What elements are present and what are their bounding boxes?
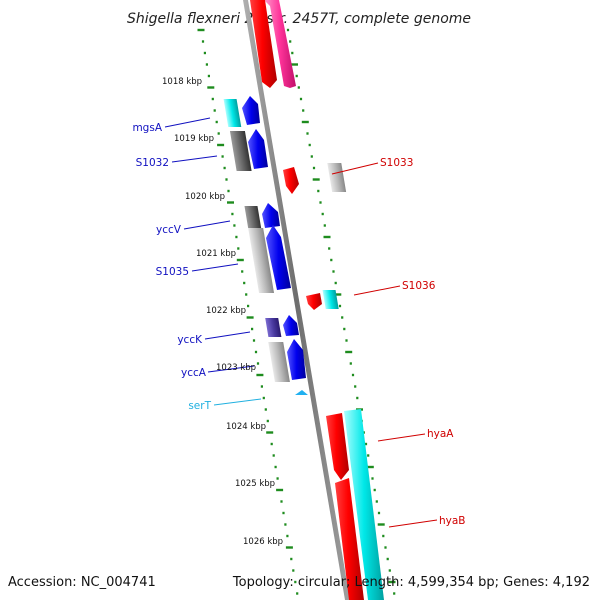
kbp-label: 1022 kbp	[206, 306, 246, 316]
kbp-label: 1023 kbp	[216, 363, 256, 373]
gene-label-sert: serT	[188, 400, 211, 412]
gene-arrow-blue-6	[287, 339, 306, 380]
gene-label-hyaa: hyaA	[427, 428, 454, 440]
gene-box-s1032-dgrey	[229, 131, 252, 171]
gene-box-ycck-navy	[265, 318, 282, 337]
gene-arrow-hyab	[335, 478, 364, 600]
minus-strand-features	[223, 96, 308, 395]
gene-arrow-blue-3	[262, 203, 280, 228]
gene-label-s1033: S1033	[380, 157, 413, 169]
gene-box-ycca-grey	[268, 342, 290, 382]
gene-arrow-blue-2	[248, 129, 268, 169]
gene-arrow-hyaa	[326, 413, 349, 480]
kbp-label: 1019 kbp	[174, 134, 214, 144]
gene-box-s1035-grey	[248, 228, 275, 293]
gene-box-yccv-dgrey	[244, 206, 262, 228]
gene-arrow-pink	[264, 0, 296, 88]
kbp-label: 1021 kbp	[196, 249, 236, 259]
ruler-left	[197, 28, 299, 595]
gene-box-cyan-small	[322, 290, 339, 309]
gene-box-mgsa-cyan	[223, 99, 242, 127]
kbp-label: 1018 kbp	[162, 77, 202, 87]
map-title: Shigella flexneri 2a str. 2457T, complet…	[127, 11, 471, 27]
kbp-label: 1025 kbp	[235, 479, 275, 489]
plus-strand-features	[250, 0, 384, 600]
gene-arrow-s1033	[283, 167, 299, 194]
gene-arrow-red	[250, 0, 277, 88]
gene-arrow-s1036	[306, 293, 322, 310]
gene-arrow-blue-1	[242, 96, 260, 125]
accession-text: Accession: NC_004741	[8, 575, 156, 590]
gene-label-ycck: yccK	[177, 334, 203, 346]
gene-label-ycca: yccA	[181, 367, 207, 379]
kbp-label: 1024 kbp	[226, 422, 266, 432]
gene-label-mgsa: mgsA	[132, 122, 162, 134]
kbp-labels: 1018 kbp 1019 kbp 1020 kbp 1021 kbp 1022…	[162, 77, 283, 547]
genome-backbone	[243, 0, 350, 600]
topology-text: Topology: circular; Length: 4,599,354 bp…	[232, 575, 590, 590]
gene-leader-lines	[164, 117, 438, 528]
gene-label-yccv: yccV	[156, 224, 182, 236]
kbp-label: 1020 kbp	[185, 192, 225, 202]
gene-box-hyaa-cyan	[344, 409, 384, 600]
gene-label-hyab: hyaB	[439, 515, 466, 527]
gene-label-s1035: S1035	[156, 266, 189, 278]
gene-label-s1036: S1036	[402, 280, 436, 292]
gene-arrow-blue-4	[266, 225, 291, 290]
gene-arrow-sert	[295, 390, 308, 395]
gene-label-s1032: S1032	[136, 157, 169, 169]
kbp-label: 1026 kbp	[243, 537, 283, 547]
gene-arrow-blue-5	[283, 315, 299, 336]
gene-box-grey	[327, 163, 347, 192]
gene-labels: mgsA S1032 yccV S1035 yccK yccA serT S10…	[132, 122, 465, 527]
